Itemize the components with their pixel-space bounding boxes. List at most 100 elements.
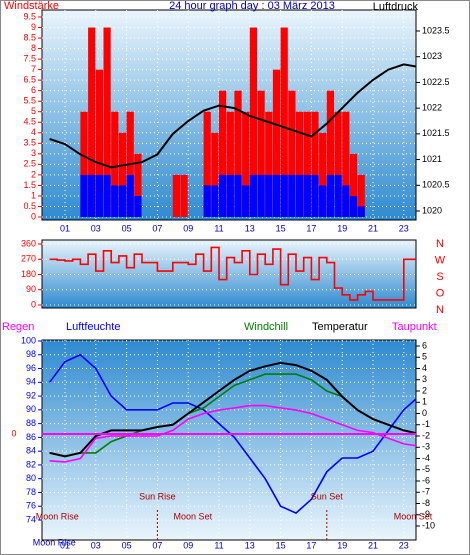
wind-bar	[280, 27, 288, 217]
y-tick-label: 3.5	[23, 138, 36, 148]
x-tick-label: 11	[214, 540, 223, 550]
wind-bar	[288, 174, 296, 217]
y2-tick-label: 6	[422, 340, 427, 350]
wind-bar	[134, 195, 142, 217]
wind-bar	[172, 174, 180, 217]
y-tick-label: 0	[31, 299, 36, 309]
wind-bar	[111, 185, 119, 217]
wind-bar	[257, 174, 265, 217]
y-tick-label: 82	[26, 459, 36, 469]
wind-bar	[211, 185, 219, 217]
chart-title: 24 hour graph day : 03 März 2013	[169, 0, 335, 12]
x-tick-label: 01	[60, 540, 70, 550]
rain-tick-label: 0	[11, 428, 16, 438]
x-tick-label: 03	[91, 223, 101, 233]
wind-bar	[357, 206, 365, 217]
event-label: Moon Set	[394, 511, 433, 521]
compass-label: O	[436, 287, 445, 299]
x-tick-label: 23	[399, 540, 409, 550]
series-line	[49, 361, 416, 458]
legend-temperature: Temperatur	[312, 321, 368, 333]
y2-tick-label: -2	[422, 430, 430, 440]
y-tick-label: 88	[26, 418, 36, 428]
y-tick-label: 360	[21, 238, 36, 248]
y-tick-label: 98	[26, 349, 36, 359]
wind-bar	[249, 174, 257, 217]
wind-bar	[95, 69, 103, 217]
wind-bar	[134, 153, 142, 217]
event-label: Sun Set	[311, 491, 344, 501]
y2-tick-label: -9	[422, 509, 430, 519]
x-tick-label: 11	[214, 223, 223, 233]
wind-bar	[211, 132, 219, 217]
wind-bar	[326, 90, 334, 217]
y2-tick-label: -10	[422, 520, 435, 530]
y-tick-label: 96	[26, 363, 36, 373]
wind-bar	[311, 111, 319, 217]
series-line	[49, 63, 416, 169]
y-tick-label: 3	[31, 148, 36, 158]
x-tick-label: 17	[306, 223, 316, 233]
wind-bar	[219, 90, 227, 217]
y-tick-label: 92	[26, 390, 36, 400]
y-tick-label: 4	[31, 127, 36, 137]
y-axis-title: Windstärke	[4, 0, 59, 12]
x-tick-label: 09	[183, 540, 193, 550]
x-tick-label: 07	[152, 223, 162, 233]
y2-tick-label: 1021.5	[422, 128, 450, 138]
y-tick-label: 2	[31, 169, 36, 179]
y2-tick-label: 5	[422, 352, 427, 362]
y2-tick-label: 1023	[422, 51, 442, 61]
y2-tick-label: 3	[422, 374, 427, 384]
y-tick-label: 80	[26, 473, 36, 483]
y-tick-label: 1.5	[23, 180, 36, 190]
wind-bar	[234, 174, 242, 217]
event-label: Moon Set	[174, 511, 213, 521]
wind-bar	[342, 111, 350, 217]
wind-bar	[272, 174, 281, 217]
y-tick-label: 84	[26, 446, 36, 456]
event-label: Moon Rise	[33, 537, 76, 547]
event-label: Sun Rise	[139, 491, 176, 501]
panel-temperature	[41, 339, 417, 541]
wind-bar	[303, 174, 311, 217]
wind-bar	[265, 111, 273, 217]
y2-tick-label: 1022.5	[422, 77, 450, 87]
wind-bar	[311, 174, 319, 217]
y-tick-label: 7	[31, 64, 36, 74]
wind-bar	[80, 174, 88, 217]
rain-title: Regen	[2, 321, 34, 333]
x-tick-label: 07	[152, 540, 162, 550]
y2-tick-label: -8	[422, 498, 430, 508]
y2-tick-label: -4	[422, 453, 430, 463]
wind-bar	[334, 111, 342, 217]
wind-bar	[219, 174, 227, 217]
wind-bar	[349, 153, 358, 217]
x-tick-label: 17	[306, 540, 316, 550]
plot-area	[42, 340, 416, 540]
y2-tick-label: 1	[422, 397, 427, 407]
y-tick-label: 8.5	[23, 32, 36, 42]
wind-bar	[342, 185, 350, 217]
wind-bar	[265, 174, 273, 217]
x-tick-label: 13	[245, 540, 255, 550]
wind-bar	[303, 111, 311, 217]
wind-bar	[334, 174, 342, 217]
compass-label: N	[436, 238, 444, 250]
x-tick-label: 21	[368, 540, 378, 550]
y-tick-label: 9.5	[23, 11, 36, 21]
y-tick-label: 6	[31, 85, 36, 95]
compass-label: N	[436, 304, 444, 316]
wind-bar	[95, 174, 103, 217]
x-tick-label: 19	[337, 540, 347, 550]
y-tick-label: 2.5	[23, 159, 36, 169]
y-tick-label: 0.5	[23, 201, 36, 211]
wind-bar	[180, 174, 188, 217]
y2-tick-label: -3	[422, 442, 430, 452]
wind-bar	[226, 174, 234, 217]
wind-bar	[288, 90, 296, 217]
wind-bar	[103, 27, 111, 217]
y-tick-label: 74	[26, 514, 36, 524]
wind-bar	[319, 185, 327, 217]
